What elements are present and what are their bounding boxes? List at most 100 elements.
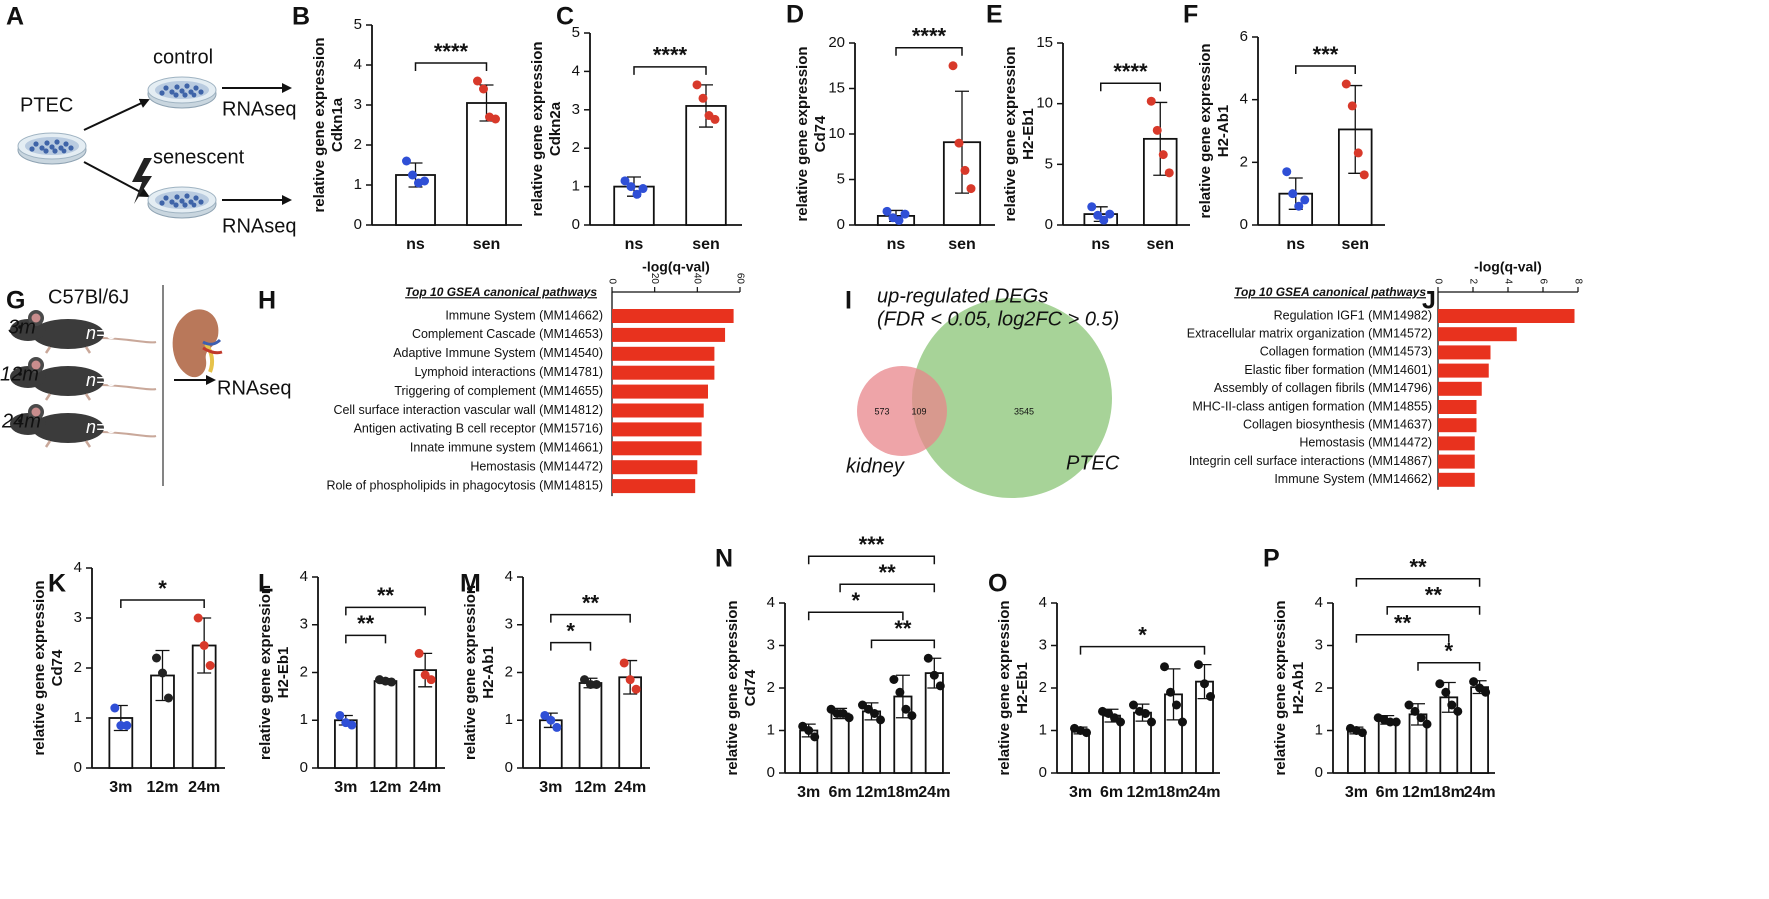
x-tick-label: 12m xyxy=(1126,784,1158,801)
x-tick-label: 40 xyxy=(692,273,703,285)
data-point xyxy=(1416,713,1426,723)
data-point xyxy=(1288,189,1298,199)
x-tick-label: 6m xyxy=(1376,784,1399,801)
data-point xyxy=(1435,679,1445,689)
bar xyxy=(1438,454,1475,469)
data-point xyxy=(710,114,720,124)
category-label: Integrin cell surface interactions (MM14… xyxy=(1189,454,1432,468)
significance-label: * xyxy=(1445,639,1454,664)
y-tick-label: 3 xyxy=(572,101,580,118)
set-label: kidney xyxy=(846,455,905,477)
x-tick-label: sen xyxy=(473,236,501,253)
strain-label: C57Bl/6J xyxy=(48,286,129,308)
data-point xyxy=(638,184,648,194)
y-tick-label: 2 xyxy=(74,659,82,676)
age-label: 24m xyxy=(1,410,41,432)
bar xyxy=(1438,345,1491,360)
category-label: Collagen biosynthesis (MM14637) xyxy=(1243,417,1432,431)
category-label: Regulation IGF1 (MM14982) xyxy=(1274,308,1432,322)
y-tick-label: 0 xyxy=(1039,764,1047,781)
bar xyxy=(578,682,603,769)
category-label: Role of phospholipids in phagocytosis (M… xyxy=(326,478,603,492)
y-axis-title: relative gene expression xyxy=(31,580,48,755)
data-point xyxy=(907,711,917,721)
significance-bracket xyxy=(414,62,488,71)
data-point xyxy=(552,722,562,732)
x-tick-label: 8 xyxy=(1572,278,1583,284)
y-axis-title: Cdkn1a xyxy=(329,97,346,152)
significance-bracket xyxy=(345,606,426,616)
panel-letter: K xyxy=(48,570,66,598)
y-tick-label: 2 xyxy=(1240,153,1248,170)
significance-bracket xyxy=(1355,578,1481,587)
y-axis-title: relative gene expression xyxy=(1002,46,1019,221)
category-label: Innate immune system (MM14661) xyxy=(410,441,603,455)
data-point xyxy=(1422,719,1432,729)
data-point xyxy=(804,726,814,735)
category-label: Antigen activating B cell receptor (MM15… xyxy=(354,422,603,436)
panel-letter: P xyxy=(1263,545,1280,573)
data-point xyxy=(1129,700,1138,710)
data-point xyxy=(1082,728,1091,738)
panel-letter: L xyxy=(258,570,273,598)
x-tick-label: 24m xyxy=(614,779,646,796)
arrow xyxy=(83,98,150,131)
y-axis-title: relative gene expression xyxy=(257,585,274,760)
panel-letter: F xyxy=(1183,1,1198,29)
data-point xyxy=(1200,679,1209,689)
y-axis-title: relative gene expression xyxy=(1272,600,1289,775)
significance-label: * xyxy=(852,588,861,613)
bar xyxy=(612,309,734,323)
y-tick-label: 10 xyxy=(828,125,845,142)
y-tick-label: 4 xyxy=(572,62,580,79)
y-axis-title: H2-Ab1 xyxy=(1290,662,1307,715)
y-tick-label: 0 xyxy=(74,759,82,776)
data-point xyxy=(546,715,556,725)
bar xyxy=(1438,363,1489,378)
data-point xyxy=(199,641,209,650)
data-point xyxy=(923,653,933,663)
category-label: Elastic fiber formation (MM14601) xyxy=(1244,363,1432,377)
y-tick-label: 4 xyxy=(1315,594,1323,611)
bar xyxy=(612,346,715,361)
significance-bracket xyxy=(345,634,387,644)
bar xyxy=(1142,137,1178,226)
condition-label: control xyxy=(153,46,213,68)
significance-bracket xyxy=(807,555,936,565)
y-tick-label: 3 xyxy=(74,609,82,626)
y-tick-label: 2 xyxy=(572,139,580,156)
significance-label: ** xyxy=(1394,611,1412,636)
x-tick-label: 12m xyxy=(1402,784,1434,801)
data-point xyxy=(1294,201,1304,211)
set-label: PTEC xyxy=(1066,452,1120,474)
y-tick-label: 5 xyxy=(354,16,362,33)
diagram-a: A PTEC control RNAseq senescent RNAseq xyxy=(6,3,296,238)
y-tick-label: 2 xyxy=(354,136,362,153)
y-tick-label: 1 xyxy=(354,176,362,193)
data-point xyxy=(1099,215,1109,225)
y-tick-label: 1 xyxy=(572,178,580,195)
data-point xyxy=(876,715,885,725)
dish xyxy=(17,132,87,165)
significance-label: **** xyxy=(434,39,469,64)
category-label: MHC-II-class antigen formation (MM14855) xyxy=(1192,399,1432,413)
significance-label: ** xyxy=(582,590,600,615)
assay-label: RNAseq xyxy=(222,215,296,237)
y-tick-label: 3 xyxy=(1315,636,1323,653)
significance-bracket xyxy=(120,599,205,608)
data-point xyxy=(935,681,945,691)
bar xyxy=(1438,309,1575,323)
y-tick-label: 2 xyxy=(767,679,775,696)
y-axis-title: Cd74 xyxy=(742,669,759,706)
data-point xyxy=(387,677,396,687)
data-point xyxy=(1300,195,1310,205)
data-point xyxy=(692,80,702,90)
dish xyxy=(147,186,217,219)
x-tick-label: 12m xyxy=(574,779,606,796)
y-tick-label: 0 xyxy=(767,764,775,781)
y-tick-label: 3 xyxy=(767,636,775,653)
n-label: n=3 xyxy=(86,323,117,343)
x-tick-label: 18m xyxy=(887,784,919,801)
y-tick-label: 5 xyxy=(837,170,845,187)
x-tick-label: 6 xyxy=(1537,278,1548,284)
